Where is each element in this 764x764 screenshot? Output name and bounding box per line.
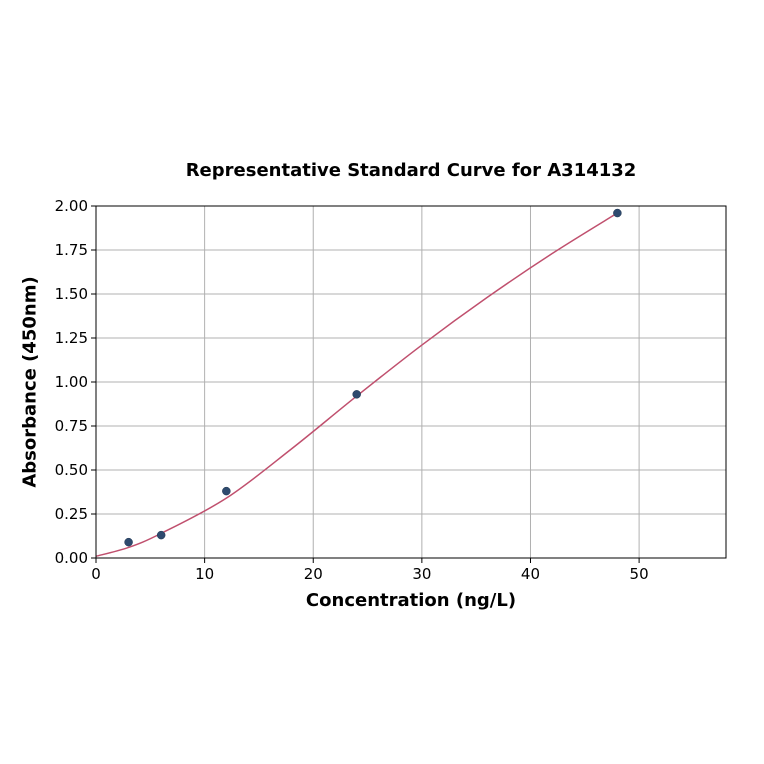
y-tick-label: 1.50 <box>55 285 88 303</box>
y-tick-label: 0.50 <box>55 461 88 479</box>
x-tick-label: 20 <box>304 565 323 583</box>
data-point <box>352 390 361 399</box>
x-tick-label: 0 <box>91 565 101 583</box>
y-tick-label: 0.00 <box>55 549 88 567</box>
x-tick-label: 10 <box>195 565 214 583</box>
y-tick-label: 1.00 <box>55 373 88 391</box>
data-points <box>124 208 622 547</box>
y-tick-label: 1.75 <box>55 241 88 259</box>
y-tick-label: 2.00 <box>55 197 88 215</box>
data-point <box>613 208 622 218</box>
x-tick-label: 50 <box>630 565 649 583</box>
data-point <box>156 530 166 540</box>
y-tick-label: 0.75 <box>55 417 88 435</box>
y-axis-ticks: 0.00 0.25 0.50 0.75 1.00 1.25 1.50 1.75 2.00 <box>55 197 96 567</box>
y-tick-label: 1.25 <box>55 329 88 347</box>
x-tick-label: 40 <box>521 565 540 583</box>
x-axis-ticks: 0 10 20 30 40 50 <box>91 558 649 583</box>
x-axis-label: Concentration (ng/L) <box>305 590 517 611</box>
y-tick-label: 0.25 <box>55 505 88 523</box>
data-point <box>222 486 231 496</box>
data-point <box>124 537 133 547</box>
chart-title: Representative Standard Curve for A31413… <box>185 160 637 181</box>
fitted-curve <box>95 212 618 557</box>
x-tick-label: 30 <box>412 565 431 583</box>
grid-lines <box>95 205 726 559</box>
